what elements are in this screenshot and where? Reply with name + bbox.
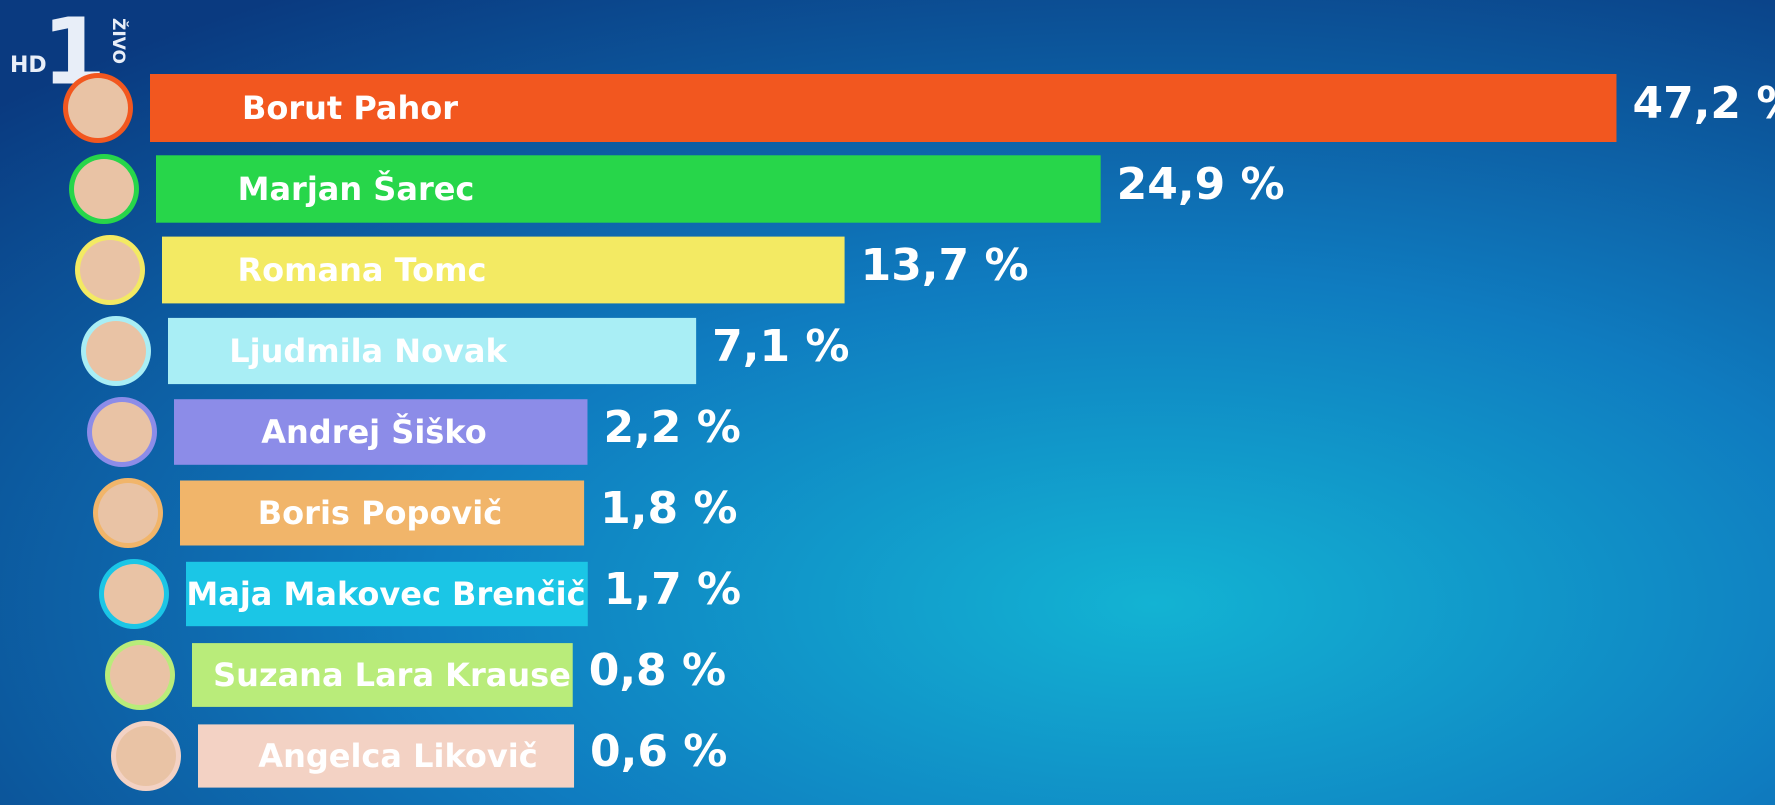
value-label: 13,7 % [861,240,1029,291]
live-label: ŽIVO [108,18,130,64]
avatar [110,645,170,705]
avatar [104,564,164,624]
candidate-name: Suzana Lara Krause [213,656,571,694]
value-label: 1,7 % [604,564,741,615]
candidate-name: Andrej Šiško [261,412,487,451]
candidate-name: Boris Popovič [258,494,502,532]
candidate-name: Borut Pahor [242,89,458,127]
screen: HD 1 ŽIVO Borut Pahor47,2 %Marjan Šarec2… [0,0,1775,805]
candidate-name: Ljudmila Novak [229,332,507,370]
avatar [98,483,158,543]
value-label: 0,6 % [590,726,727,777]
value-label: 1,8 % [600,483,737,534]
value-label: 24,9 % [1117,159,1285,210]
avatar [92,402,152,462]
value-label: 2,2 % [603,402,740,453]
candidate-name: Marjan Šarec [238,169,475,208]
candidate-name: Angelca Likovič [258,737,537,775]
avatar [80,240,140,300]
value-label: 0,8 % [589,645,726,696]
value-label: 47,2 % [1632,78,1775,129]
candidate-name: Maja Makovec Brenčič [186,575,585,613]
avatar [68,78,128,138]
candidate-name: Romana Tomc [238,251,487,289]
value-label: 7,1 % [712,321,849,372]
avatar [116,726,176,786]
avatar [74,159,134,219]
avatar [86,321,146,381]
